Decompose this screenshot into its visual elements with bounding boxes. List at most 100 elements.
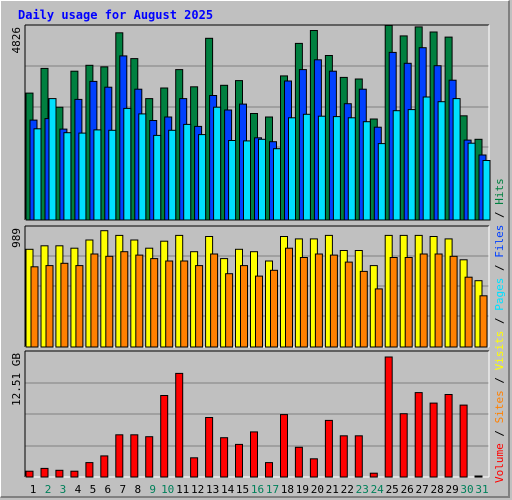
bar-volume-day-31 <box>474 475 483 478</box>
bar-volume-day-27 <box>414 392 423 478</box>
bar-volume-day-14 <box>220 437 229 478</box>
bar-volume-day-21 <box>324 419 333 478</box>
x-tick-label-day-27: 27 <box>415 483 428 496</box>
bar-sites-day-13 <box>210 253 219 348</box>
x-tick-label-day-26: 26 <box>401 483 414 496</box>
bar-pages-day-2 <box>48 98 57 221</box>
x-tick-label-day-10: 10 <box>161 483 174 496</box>
right-legend: Volume / Sites / Visits / Pages / Files … <box>493 178 506 483</box>
bar-pages-day-29 <box>452 98 461 221</box>
bar-pages-day-13 <box>213 106 222 221</box>
x-tick-label-day-15: 15 <box>236 483 249 496</box>
x-tick-label-day-2: 2 <box>45 483 52 496</box>
bar-volume-day-13 <box>205 417 214 478</box>
x-tick-label-day-3: 3 <box>60 483 67 496</box>
bar-sites-day-3 <box>60 262 69 348</box>
x-tick-label-day-12: 12 <box>191 483 204 496</box>
right-legend-part: Files <box>493 225 506 258</box>
bar-pages-day-27 <box>422 96 431 221</box>
right-legend-part: / <box>493 311 506 331</box>
right-legend-part: / <box>493 423 506 443</box>
y-max-label-volume: 12.51 GB <box>10 353 23 406</box>
bar-pages-day-11 <box>183 123 192 221</box>
bar-volume-day-6 <box>100 455 109 478</box>
x-tick-label-day-22: 22 <box>341 483 354 496</box>
bar-volume-day-18 <box>280 414 288 478</box>
bar-volume-day-9 <box>145 436 154 478</box>
bar-sites-day-7 <box>120 251 129 348</box>
bar-sites-day-23 <box>359 270 368 348</box>
bar-pages-day-23 <box>362 121 371 221</box>
bar-volume-day-1 <box>25 470 34 478</box>
right-legend-part: Sites <box>493 390 506 423</box>
bar-pages-day-3 <box>63 132 72 221</box>
x-tick-label-day-5: 5 <box>90 483 97 496</box>
bar-pages-day-25 <box>392 110 401 221</box>
bar-sites-day-27 <box>419 253 428 348</box>
bar-sites-day-22 <box>344 261 353 348</box>
bar-volume-day-8 <box>130 434 139 478</box>
x-tick-label-day-20: 20 <box>311 483 324 496</box>
bar-sites-day-26 <box>404 257 413 348</box>
bar-pages-day-4 <box>78 132 87 221</box>
bar-sites-day-28 <box>434 253 443 348</box>
bar-pages-day-21 <box>332 116 341 221</box>
x-tick-label-day-23: 23 <box>356 483 369 496</box>
bar-pages-day-26 <box>407 109 416 221</box>
bar-sites-day-19 <box>299 257 308 348</box>
bar-pages-day-15 <box>243 140 251 221</box>
bar-volume-day-11 <box>175 372 184 478</box>
x-tick-label-day-31: 31 <box>475 483 488 496</box>
x-tick-label-day-24: 24 <box>371 483 385 496</box>
bar-volume-day-19 <box>294 446 303 478</box>
bar-pages-day-17 <box>273 148 281 221</box>
chart-title: Daily usage for August 2025 <box>18 8 214 22</box>
bar-pages-day-19 <box>302 113 311 221</box>
bar-pages-day-28 <box>437 101 446 221</box>
bar-sites-day-6 <box>105 255 114 348</box>
x-tick-label-day-25: 25 <box>386 483 399 496</box>
bar-sites-day-30 <box>464 276 473 348</box>
right-legend-part: / <box>493 205 506 225</box>
right-legend-part: / <box>493 258 506 278</box>
bar-volume-day-28 <box>429 402 438 478</box>
x-tick-label-day-17: 17 <box>266 483 279 496</box>
x-tick-label-day-29: 29 <box>445 483 458 496</box>
bar-pages-day-7 <box>123 107 132 221</box>
x-tick-label-day-21: 21 <box>326 483 339 496</box>
x-tick-label-day-9: 9 <box>149 483 156 496</box>
bar-sites-day-4 <box>75 265 84 348</box>
bar-volume-day-12 <box>190 457 199 478</box>
bar-sites-day-5 <box>90 253 99 348</box>
bar-volume-day-16 <box>250 431 258 478</box>
bar-sites-day-15 <box>240 265 248 348</box>
x-tick-label-day-7: 7 <box>119 483 126 496</box>
x-tick-label-day-28: 28 <box>430 483 443 496</box>
bar-pages-day-16 <box>258 138 266 221</box>
bar-volume-day-23 <box>354 435 363 478</box>
bar-volume-day-4 <box>70 470 79 478</box>
bar-sites-day-9 <box>150 258 159 348</box>
bar-pages-day-30 <box>467 142 476 221</box>
bar-sites-day-20 <box>314 253 323 348</box>
bar-sites-day-12 <box>195 265 204 348</box>
bar-sites-day-2 <box>45 265 54 348</box>
right-legend-part: Visits <box>493 331 506 371</box>
bar-pages-day-5 <box>93 129 102 221</box>
bar-sites-day-16 <box>255 275 263 348</box>
bar-sites-day-24 <box>374 288 383 348</box>
bar-pages-day-6 <box>108 129 117 221</box>
bar-pages-day-10 <box>168 129 177 221</box>
bar-volume-day-30 <box>459 404 468 478</box>
bar-volume-day-5 <box>85 462 94 478</box>
bar-pages-day-18 <box>288 117 296 221</box>
bar-pages-day-8 <box>138 113 147 221</box>
bar-volume-day-22 <box>339 435 348 478</box>
x-tick-label-day-30: 30 <box>460 483 473 496</box>
bar-volume-day-15 <box>235 443 243 478</box>
bar-pages-day-12 <box>198 134 207 221</box>
bar-pages-day-20 <box>317 115 326 221</box>
right-legend-part: Hits <box>493 178 506 205</box>
